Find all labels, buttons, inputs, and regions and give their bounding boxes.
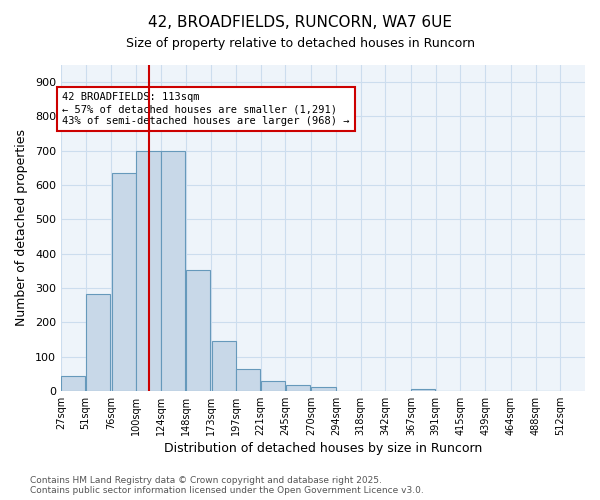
Text: 42, BROADFIELDS, RUNCORN, WA7 6UE: 42, BROADFIELDS, RUNCORN, WA7 6UE <box>148 15 452 30</box>
Bar <box>286 386 310 391</box>
Bar <box>161 150 185 391</box>
Bar <box>112 173 136 391</box>
Bar <box>86 294 110 391</box>
Y-axis label: Number of detached properties: Number of detached properties <box>15 130 28 326</box>
Text: Contains HM Land Registry data © Crown copyright and database right 2025.
Contai: Contains HM Land Registry data © Crown c… <box>30 476 424 495</box>
Bar <box>411 389 436 391</box>
Bar <box>236 368 260 391</box>
Bar <box>61 376 85 391</box>
X-axis label: Distribution of detached houses by size in Runcorn: Distribution of detached houses by size … <box>164 442 482 455</box>
Text: Size of property relative to detached houses in Runcorn: Size of property relative to detached ho… <box>125 38 475 51</box>
Bar <box>261 381 285 391</box>
Bar <box>136 150 161 391</box>
Bar <box>186 270 210 391</box>
Bar <box>212 342 236 391</box>
Bar <box>311 387 335 391</box>
Text: 42 BROADFIELDS: 113sqm
← 57% of detached houses are smaller (1,291)
43% of semi-: 42 BROADFIELDS: 113sqm ← 57% of detached… <box>62 92 349 126</box>
